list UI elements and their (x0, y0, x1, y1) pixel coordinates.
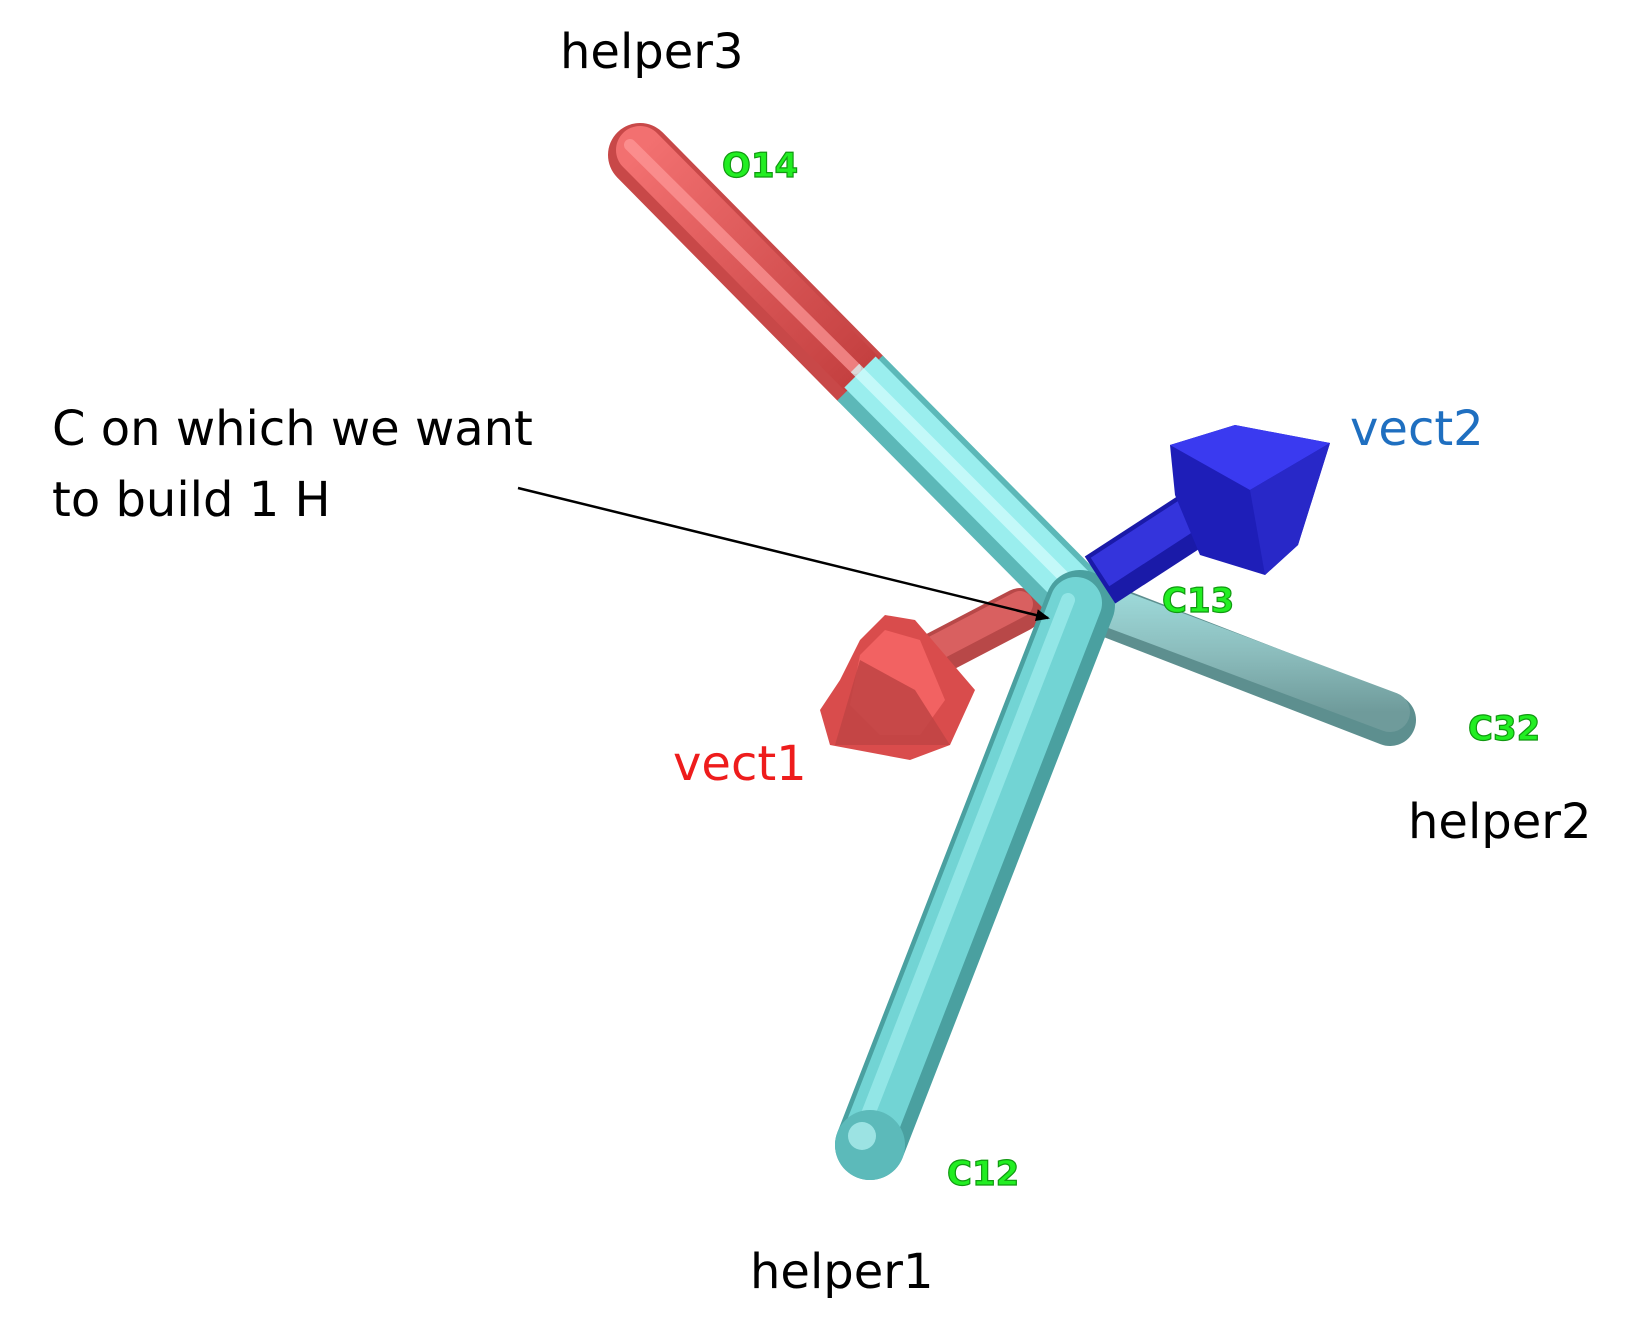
atom-label-o14: O14 (722, 146, 798, 186)
atom-label-c13: C13 (1162, 581, 1234, 621)
bond-c13-c32 (1054, 574, 1416, 746)
bond-o14-c13 (608, 123, 1103, 623)
vect2-arrow (1084, 425, 1330, 604)
helper3-label: helper3 (560, 24, 744, 80)
bond-c13-c12 (835, 570, 1115, 1180)
annotation-pointer (517, 486, 1050, 621)
annotation-line-1: C on which we want (52, 401, 533, 457)
vect2-label: vect2 (1350, 401, 1484, 457)
annotation-line-2: to build 1 H (52, 472, 331, 528)
vect1-label: vect1 (673, 736, 807, 792)
helper2-label: helper2 (1408, 794, 1592, 850)
vect1-arrow (820, 588, 1042, 760)
helper1-label: helper1 (750, 1244, 934, 1300)
atom-label-c32: C32 (1468, 709, 1540, 749)
atom-label-c12: C12 (947, 1154, 1019, 1194)
